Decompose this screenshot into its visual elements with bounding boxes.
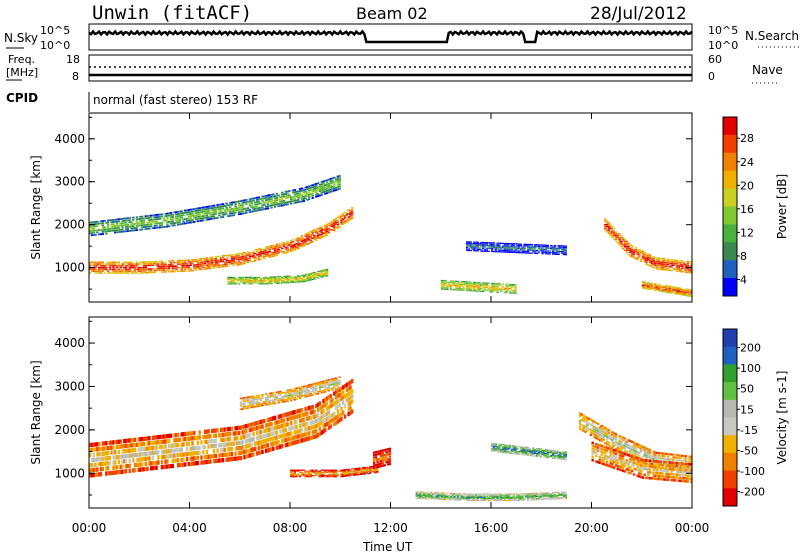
power-band-5 [604,218,693,274]
velocity-colorbar-segment [723,452,737,472]
power-cbtick-label-3: 16 [740,203,754,216]
velocity-cbtick-label-2: 50 [740,383,754,396]
power-band-4 [465,241,567,256]
velocity-cbtick-label-3: 15 [740,403,754,416]
nsky-strip-frame [88,23,693,51]
xtick-label-6: 00:00 [675,521,710,535]
velocity-cbtick-label-7: -200 [740,486,765,499]
power-cbtick-label-4: 12 [740,226,754,239]
velocity-cbtick-label-6: -100 [740,465,765,478]
velocity-colorbar-segment [723,417,737,436]
power-cbtick-label-1: 24 [740,156,754,169]
header-station: Unwin (fitACF) [92,2,253,24]
velocity-band-7 [591,441,693,484]
power-colorbar-segment [723,242,737,261]
power-cbtick-label-5: 8 [740,250,747,263]
velocity-colorbar-label: Velocity [m s-1] [775,371,789,465]
power-colorbar-segment [723,278,737,297]
power-colorbar-segment [723,188,737,207]
velocity-band-3 [372,447,392,469]
xtick-label-3: 12:00 [373,521,408,535]
velocity-colorbar-segment [723,470,737,489]
velocity-frame [88,316,693,509]
velocity-band-0 [89,379,354,478]
velocity-colorbar-segment [723,346,737,365]
nsky-tick-bottom: 10^0 [40,39,71,52]
velocity-band-4 [415,491,567,502]
power-band-6 [641,281,693,298]
freq-label-1: Freq. [8,53,36,66]
power-ylabel: Slant Range [km] [29,155,43,259]
power-cbtick-label-0: 28 [740,132,754,145]
velocity-ytick-label-1: 2000 [54,423,85,437]
velocity-cbtick-label-1: 100 [740,362,761,375]
nsky-line [88,29,693,44]
power-band-0 [89,206,354,274]
velocity-cbtick-label-4: -15 [740,424,758,437]
xtick-label-0: 00:00 [72,521,107,535]
freq-label-2: [MHz] [6,66,39,79]
xtick-label-2: 08:00 [273,521,308,535]
power-ytick-label-2: 3000 [54,175,85,189]
freq-tick-top: 18 [66,53,80,66]
velocity-cbtick-label-0: 200 [740,342,761,355]
velocity-ytick-label-2: 3000 [54,379,85,393]
power-colorbar-segment [723,117,737,136]
velocity-colorbar-segment [723,435,737,454]
power-ytick-label-1: 2000 [54,218,85,232]
velocity-ytick-label-3: 4000 [54,336,85,350]
velocity-ylabel: Slant Range [km] [29,360,43,464]
nsearch-tick-top: 10^5 [708,24,739,37]
power-band-2 [227,268,329,285]
power-colorbar-label: Power [dB] [775,174,789,239]
power-frame [88,112,693,303]
power-band-1 [89,175,341,237]
nsky-tick-top: 10^5 [40,24,71,37]
power-colorbar-segment [723,170,737,190]
nsearch-label: N.Search [745,29,800,43]
power-band-3 [440,279,517,294]
nave-tick-bottom: 0 [708,70,715,83]
velocity-ytick-label-0: 1000 [54,466,85,480]
power-cbtick-label-6: 4 [740,274,747,287]
power-colorbar-frame [722,116,738,297]
velocity-colorbar-segment [723,382,737,401]
xtick-label-4: 16:00 [474,521,509,535]
velocity-colorbar-segment [723,329,737,348]
power-ytick-label-0: 1000 [54,261,85,275]
velocity-data-layer [89,376,693,502]
velocity-band-2 [290,465,379,478]
freq-tick-bottom: 8 [72,70,79,83]
xtick-label-5: 20:00 [574,521,609,535]
power-colorbar-segment [723,206,737,225]
header-date: 28/Jul/2012 [590,4,687,24]
nsearch-tick-bottom: 10^0 [708,39,739,52]
freq-strip-frame [88,54,693,82]
velocity-cbtick-label-5: -50 [740,444,758,457]
velocity-band-1 [239,376,341,411]
header-beam: Beam 02 [356,4,428,23]
power-cbtick-label-2: 20 [740,179,754,192]
cpid-text: normal (fast stereo) 153 RF [93,93,259,107]
nsky-label: N.Sky [4,31,39,45]
velocity-colorbar-frame [722,328,738,507]
velocity-colorbar-segment [723,399,737,418]
power-colorbar-segment [723,152,737,172]
velocity-colorbar-segment [723,364,737,383]
power-colorbar-segment [723,260,737,279]
power-colorbar-segment [723,134,737,154]
power-ytick-label-3: 4000 [54,132,85,146]
xtick-label-1: 04:00 [172,521,207,535]
power-data-layer [89,175,693,298]
cpid-label: CPID [6,91,39,105]
nave-tick-top: 60 [708,53,722,66]
axis-title-time: Time UT [363,540,413,554]
velocity-colorbar-segment [723,488,737,507]
velocity-band-5 [491,442,567,461]
nave-label: Nave [752,63,783,77]
power-colorbar-segment [723,224,737,243]
